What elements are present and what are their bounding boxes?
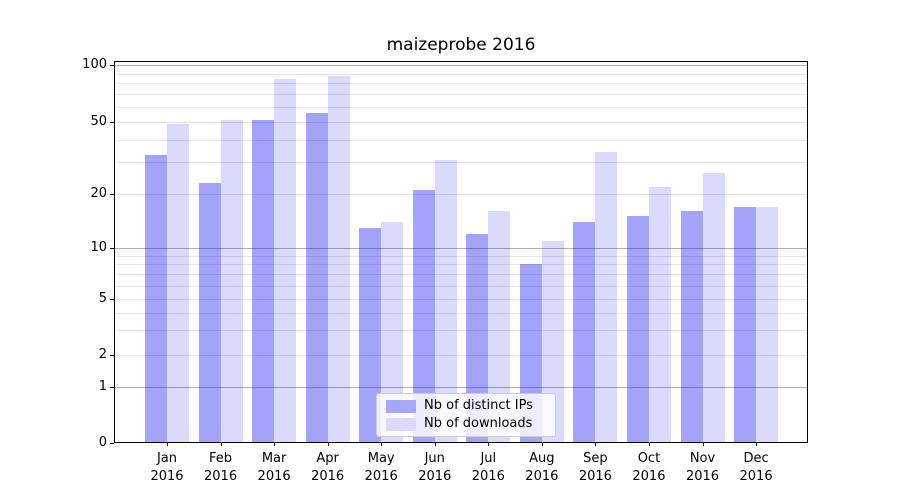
plot-area: 0 1 2 5 10 20 50 100 Jan 2016 Feb 2016 Mar 2016 Apr… — [82, 57, 808, 484]
x-tick-mark — [434, 442, 436, 446]
legend: Nb of distinct IPs Nb of downloads — [376, 393, 556, 437]
x-tick-mark — [702, 442, 704, 446]
chart-title: maizeprobe 2016 — [386, 35, 536, 55]
y-tick-label: 10 — [90, 240, 107, 255]
y-tick-label: 0 — [98, 435, 107, 450]
bar-apr-downloads — [327, 76, 350, 442]
bar-oct-ips — [626, 216, 649, 442]
bar-jul-downloads — [488, 211, 511, 442]
x-tick-mark — [274, 442, 276, 446]
minor-gridline — [115, 255, 807, 257]
minor-gridline — [115, 73, 807, 75]
x-tick-label: May 2016 — [364, 451, 398, 485]
y-tick-label: 20 — [90, 186, 107, 201]
minor-gridline — [115, 122, 807, 123]
y-tick-mark — [110, 122, 114, 123]
bar-jun-downloads — [434, 159, 457, 442]
x-tick-mark — [756, 442, 758, 446]
x-tick-label: Jun 2016 — [418, 451, 452, 485]
x-tick-mark — [595, 442, 597, 446]
y-tick-mark — [110, 194, 114, 195]
x-tick-mark — [220, 442, 222, 446]
y-tick-mark — [110, 387, 114, 388]
minor-gridline — [115, 264, 807, 266]
x-tick-label: Jan 2016 — [150, 451, 184, 485]
legend-swatch-icon — [386, 417, 416, 431]
x-tick-mark — [327, 442, 329, 446]
major-gridline — [115, 387, 807, 388]
x-tick-mark — [541, 442, 543, 446]
x-tick-label: Jul 2016 — [471, 451, 505, 485]
legend-swatch-icon — [386, 399, 416, 413]
minor-gridline — [115, 355, 807, 356]
y-tick-label: 2 — [98, 347, 107, 362]
minor-gridline — [115, 285, 807, 287]
major-gridline — [115, 65, 807, 66]
x-tick-label: Oct 2016 — [632, 451, 666, 485]
minor-gridline — [115, 162, 807, 164]
bar-jul-ips — [466, 233, 489, 442]
x-tick-label: Nov 2016 — [685, 451, 720, 485]
y-tick-mark — [110, 299, 114, 300]
y-tick-label: 100 — [82, 57, 107, 72]
bar-jan-downloads — [167, 123, 189, 442]
minor-gridline — [115, 83, 807, 85]
minor-gridline — [115, 107, 807, 108]
legend-item: Nb of distinct IPs — [386, 399, 546, 413]
x-tick-mark — [488, 442, 490, 446]
y-tick-mark — [110, 248, 114, 249]
minor-gridline — [115, 312, 807, 314]
bar-aug-downloads — [541, 240, 564, 442]
legend-label: Nb of distinct IPs — [424, 398, 533, 413]
x-tick-label: Apr 2016 — [311, 451, 345, 485]
bar-feb-downloads — [220, 120, 243, 442]
bar-nov-ips — [680, 211, 703, 442]
bar-oct-downloads — [648, 186, 671, 442]
y-tick-label: 5 — [98, 291, 107, 306]
bar-may-ips — [359, 227, 382, 442]
x-tick-label: Dec 2016 — [739, 451, 773, 485]
x-tick-mark — [167, 442, 168, 446]
y-tick-mark — [110, 355, 114, 356]
legend-item: Nb of downloads — [386, 417, 546, 431]
y-tick-label: 1 — [98, 379, 107, 394]
bar-mar-downloads — [274, 79, 297, 442]
x-tick-mark — [381, 442, 383, 446]
bar-nov-downloads — [702, 173, 725, 442]
y-tick-mark — [110, 65, 114, 66]
bar-sep-downloads — [595, 152, 618, 442]
x-tick-label: Aug 2016 — [525, 451, 559, 485]
minor-gridline — [115, 274, 807, 276]
x-tick-label: Sep 2016 — [578, 451, 612, 485]
x-tick-mark — [648, 442, 650, 446]
x-tick-label: Feb 2016 — [204, 451, 238, 485]
bar-dec-downloads — [756, 206, 779, 442]
bar-jun-ips — [412, 190, 435, 442]
y-tick-mark — [110, 443, 114, 444]
legend-label: Nb of downloads — [424, 416, 533, 431]
bar-jan-ips — [145, 154, 167, 442]
bar-mar-ips — [252, 120, 275, 442]
bar-sep-ips — [573, 221, 596, 442]
minor-gridline — [115, 139, 807, 141]
bar-dec-ips — [734, 206, 757, 442]
major-gridline — [115, 248, 807, 249]
bar-apr-ips — [305, 112, 328, 442]
minor-gridline — [115, 194, 807, 195]
y-tick-label: 50 — [90, 114, 107, 129]
minor-gridline — [115, 94, 807, 96]
minor-gridline — [115, 330, 807, 332]
bar-may-downloads — [381, 221, 404, 442]
minor-gridline — [115, 299, 807, 300]
bar-feb-ips — [198, 183, 221, 442]
x-tick-label: Mar 2016 — [257, 451, 291, 485]
